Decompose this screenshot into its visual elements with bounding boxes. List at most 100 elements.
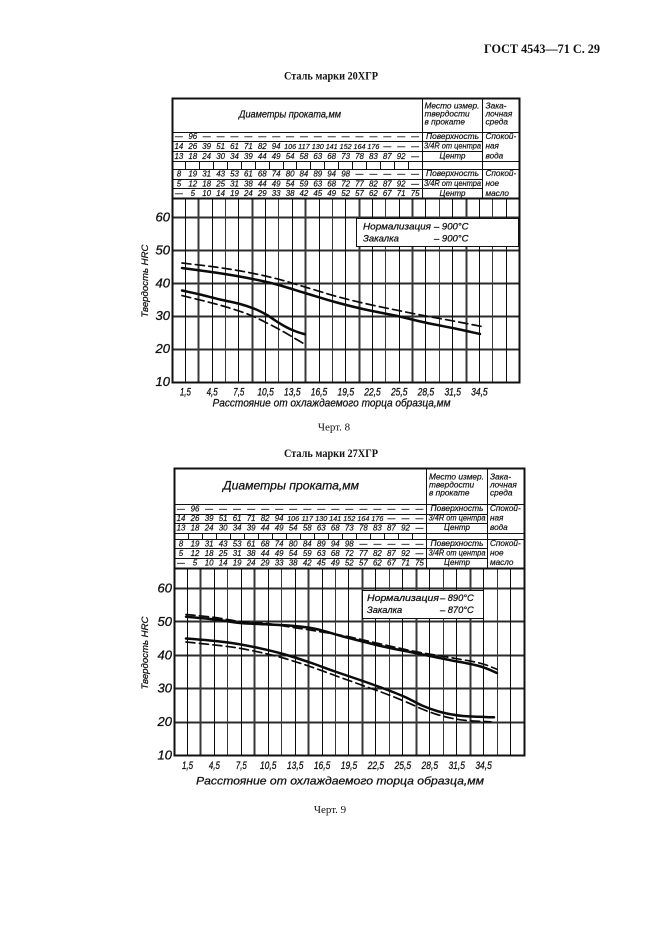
svg-text:57: 57 xyxy=(355,189,364,198)
svg-text:71: 71 xyxy=(244,142,253,151)
svg-text:30: 30 xyxy=(219,524,228,533)
svg-text:39: 39 xyxy=(205,514,214,523)
svg-text:92: 92 xyxy=(397,179,406,188)
svg-text:141: 141 xyxy=(329,514,341,523)
svg-text:Диаметры проката,мм: Диаметры проката,мм xyxy=(221,479,359,493)
svg-text:53: 53 xyxy=(233,539,242,548)
svg-text:19,5: 19,5 xyxy=(338,387,355,399)
svg-text:—: — xyxy=(396,142,405,151)
svg-text:39: 39 xyxy=(247,524,256,533)
svg-text:61: 61 xyxy=(244,170,253,179)
svg-text:—: — xyxy=(176,504,185,513)
svg-text:39: 39 xyxy=(202,142,211,151)
svg-text:масло: масло xyxy=(490,558,514,567)
svg-text:—: — xyxy=(327,132,336,141)
svg-text:45: 45 xyxy=(317,558,326,567)
svg-text:10: 10 xyxy=(158,747,173,762)
svg-text:96: 96 xyxy=(188,132,197,141)
svg-text:– 890°С: – 890°С xyxy=(439,593,474,603)
svg-text:ГОСТ 4543—71 С. 29: ГОСТ 4543—71 С. 29 xyxy=(484,41,600,56)
svg-text:—: — xyxy=(313,132,322,141)
svg-text:3/4R от центра: 3/4R от центра xyxy=(424,179,482,188)
svg-text:176: 176 xyxy=(367,142,379,151)
svg-text:141: 141 xyxy=(326,142,338,151)
svg-text:58: 58 xyxy=(303,524,312,533)
svg-text:—: — xyxy=(410,152,419,161)
svg-text:14: 14 xyxy=(216,189,225,198)
svg-text:98: 98 xyxy=(345,539,354,548)
svg-text:106: 106 xyxy=(284,142,296,151)
svg-text:44: 44 xyxy=(261,549,270,558)
svg-text:Сталь марки 20ХГР: Сталь марки 20ХГР xyxy=(284,71,378,83)
svg-text:40: 40 xyxy=(158,647,173,662)
svg-text:26: 26 xyxy=(187,142,197,151)
svg-text:25: 25 xyxy=(215,179,225,188)
svg-text:—: — xyxy=(285,132,294,141)
svg-text:19: 19 xyxy=(191,539,200,548)
svg-text:—: — xyxy=(368,132,377,141)
svg-text:20: 20 xyxy=(157,714,173,729)
svg-text:10: 10 xyxy=(205,558,214,567)
svg-text:3/4R от центра: 3/4R от центра xyxy=(429,514,487,523)
svg-text:14: 14 xyxy=(177,514,186,523)
svg-text:29: 29 xyxy=(257,189,267,198)
svg-text:82: 82 xyxy=(369,179,378,188)
svg-text:61: 61 xyxy=(233,514,242,523)
svg-text:38: 38 xyxy=(286,189,295,198)
svg-text:—: — xyxy=(382,142,391,151)
svg-text:19,5: 19,5 xyxy=(341,760,358,772)
svg-text:Место измер.: Место измер. xyxy=(429,472,484,482)
svg-text:7,5: 7,5 xyxy=(233,387,245,399)
svg-text:43: 43 xyxy=(219,539,228,548)
svg-text:80: 80 xyxy=(286,170,295,179)
svg-text:87: 87 xyxy=(387,549,396,558)
svg-text:19: 19 xyxy=(233,558,242,567)
svg-text:Черт. 9: Черт. 9 xyxy=(314,804,347,816)
svg-text:18: 18 xyxy=(205,549,214,558)
svg-text:68: 68 xyxy=(331,524,340,533)
svg-text:63: 63 xyxy=(317,524,326,533)
svg-text:44: 44 xyxy=(258,152,267,161)
svg-text:94: 94 xyxy=(275,514,284,523)
svg-text:176: 176 xyxy=(371,514,383,523)
svg-text:63: 63 xyxy=(317,549,326,558)
svg-text:78: 78 xyxy=(359,524,368,533)
svg-text:77: 77 xyxy=(355,179,364,188)
svg-text:34: 34 xyxy=(230,152,239,161)
svg-text:24: 24 xyxy=(204,524,214,533)
svg-text:89: 89 xyxy=(313,170,322,179)
svg-text:—: — xyxy=(358,539,367,548)
svg-text:40: 40 xyxy=(156,275,171,290)
svg-text:– 900°С: – 900°С xyxy=(433,222,469,233)
svg-text:22,5: 22,5 xyxy=(363,387,381,399)
svg-text:Поверхность: Поверхность xyxy=(431,539,484,548)
svg-text:Центр: Центр xyxy=(440,189,467,198)
svg-text:Расстояние от охлаждаемого тор: Расстояние от охлаждаемого торца образца… xyxy=(196,776,485,788)
svg-text:67: 67 xyxy=(387,558,396,567)
svg-text:31,5: 31,5 xyxy=(448,760,465,772)
svg-text:в прокате: в прокате xyxy=(429,488,470,498)
svg-text:50: 50 xyxy=(156,242,171,257)
svg-text:19: 19 xyxy=(188,170,197,179)
svg-text:—: — xyxy=(386,539,395,548)
svg-text:71: 71 xyxy=(397,189,406,198)
svg-text:Нормализация: Нормализация xyxy=(363,222,431,233)
svg-text:18: 18 xyxy=(191,524,200,533)
svg-text:Место измер.: Место измер. xyxy=(425,101,480,111)
svg-text:1,5: 1,5 xyxy=(180,387,192,399)
svg-text:13,5: 13,5 xyxy=(287,760,304,772)
svg-text:152: 152 xyxy=(343,514,355,523)
svg-text:—: — xyxy=(396,170,405,179)
svg-text:49: 49 xyxy=(275,549,284,558)
svg-text:10: 10 xyxy=(202,189,211,198)
svg-text:42: 42 xyxy=(303,558,312,567)
svg-text:—: — xyxy=(257,132,266,141)
svg-text:—: — xyxy=(401,539,410,548)
svg-text:25,5: 25,5 xyxy=(394,760,412,772)
svg-text:38: 38 xyxy=(289,558,298,567)
svg-text:19: 19 xyxy=(230,189,239,198)
svg-text:82: 82 xyxy=(261,514,270,523)
svg-text:—: — xyxy=(232,504,241,513)
svg-text:83: 83 xyxy=(369,152,378,161)
svg-text:5: 5 xyxy=(177,179,182,188)
